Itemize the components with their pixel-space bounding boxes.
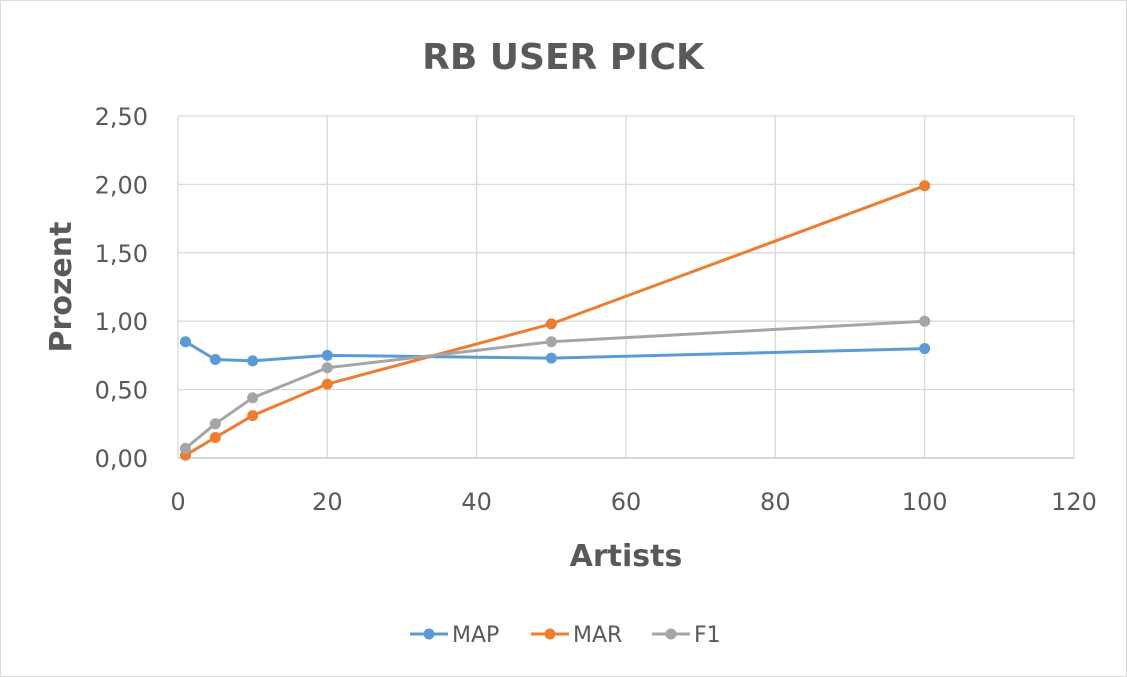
legend-marker (665, 628, 677, 640)
grid (177, 115, 1075, 459)
x-tick-label: 40 (461, 488, 492, 516)
data-point-f1 (179, 442, 191, 454)
series-map (179, 336, 931, 367)
data-point-f1 (919, 315, 931, 327)
data-point-mar (545, 318, 557, 330)
series-mar (179, 180, 931, 461)
legend-marker (423, 628, 435, 640)
legend: MAP MAR F1 (410, 623, 721, 648)
legend-label: MAR (573, 623, 622, 648)
data-point-map (321, 349, 333, 361)
y-axis-title: Prozent (44, 222, 79, 353)
x-tick-label: 100 (902, 488, 948, 516)
series-line-map (184, 340, 925, 363)
data-point-mar (247, 410, 259, 422)
series-line-mar (184, 184, 926, 457)
data-point-map (247, 355, 259, 367)
y-tick-label: 1,50 (95, 240, 148, 268)
y-tick-label: 1,00 (95, 308, 148, 336)
x-tick-label: 20 (312, 488, 343, 516)
data-point-f1 (209, 418, 221, 430)
x-tick-label: 60 (611, 488, 642, 516)
data-point-f1 (545, 336, 557, 348)
data-point-map (179, 336, 191, 348)
legend-item-mar: MAR (531, 623, 622, 648)
legend-label: MAP (452, 623, 499, 648)
data-point-map (545, 352, 557, 364)
data-point-mar (321, 378, 333, 390)
legend-label: F1 (694, 623, 721, 648)
data-point-f1 (321, 362, 333, 374)
x-axis-ticks: 0 20 40 60 80 100 120 (170, 488, 1097, 516)
data-point-map (209, 354, 221, 366)
y-tick-label: 2,00 (95, 171, 148, 199)
chart-title: RB USER PICK (422, 37, 705, 78)
x-tick-label: 120 (1051, 488, 1097, 516)
y-axis-ticks: 0,00 0,50 1,00 1,50 2,00 2,50 (95, 103, 148, 473)
series-f1 (179, 315, 931, 454)
y-tick-label: 0,50 (95, 377, 148, 405)
data-point-mar (919, 180, 931, 192)
data-point-f1 (247, 392, 259, 404)
legend-item-map: MAP (410, 623, 499, 648)
data-point-mar (209, 431, 221, 443)
series-group (179, 180, 931, 461)
y-tick-label: 0,00 (95, 445, 148, 473)
legend-item-f1: F1 (652, 623, 721, 648)
x-tick-label: 0 (170, 488, 185, 516)
y-tick-label: 2,50 (95, 103, 148, 131)
x-tick-label: 80 (760, 488, 791, 516)
x-axis-title: Artists (570, 539, 683, 574)
data-point-map (919, 343, 931, 355)
legend-marker (544, 628, 556, 640)
series-line-f1 (184, 319, 925, 450)
